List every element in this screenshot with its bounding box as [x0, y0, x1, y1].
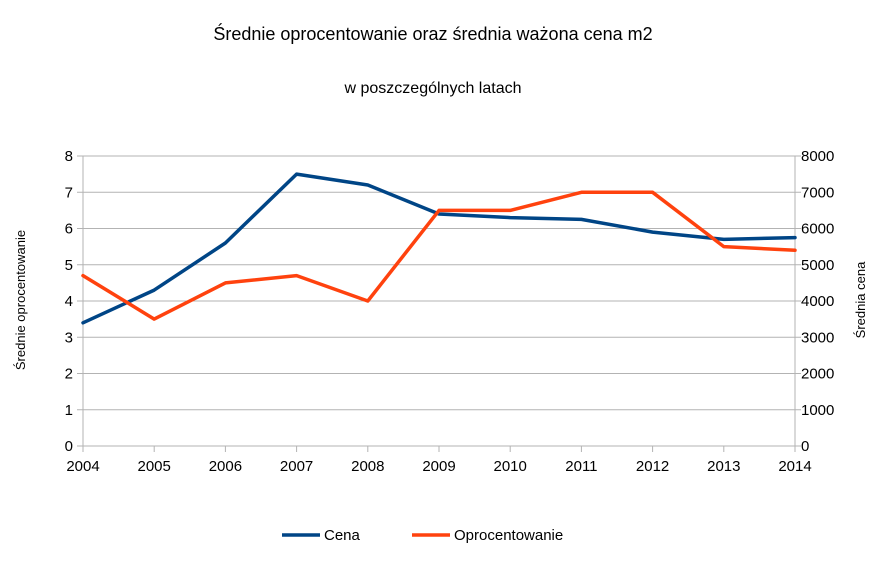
y-right-tick-label: 0	[801, 438, 809, 455]
y-left-tick-label: 5	[65, 257, 73, 274]
x-tick-label: 2012	[636, 458, 669, 475]
legend-label: Oprocentowanie	[454, 527, 563, 544]
tick-labels: 0 0 1 1000 2 2000 3 3000 4 4000 5 5000 6 6000 7 7000 8 80…	[65, 148, 835, 475]
y-right-tick-label: 4000	[801, 293, 834, 310]
y-right-tick-label: 1000	[801, 402, 834, 419]
chart-title: Średnie oprocentowanie oraz średnia ważo…	[213, 23, 652, 44]
x-tick-label: 2004	[66, 458, 99, 475]
y-left-tick-label: 8	[65, 148, 73, 165]
y-left-tick-label: 6	[65, 221, 73, 238]
y-left-tick-label: 3	[65, 329, 73, 346]
x-tick-label: 2010	[494, 458, 527, 475]
series-line-oprocentowanie	[81, 190, 797, 321]
legend-label: Cena	[324, 527, 361, 544]
x-tick-label: 2006	[209, 458, 242, 475]
y-axis-right-title: Średnia cena	[853, 261, 868, 338]
x-tick-label: 2014	[778, 458, 811, 475]
x-tick-label: 2013	[707, 458, 740, 475]
y-right-tick-label: 8000	[801, 148, 834, 165]
legend: Cena Oprocentowanie	[282, 527, 563, 544]
y-right-tick-label: 5000	[801, 257, 834, 274]
y-right-tick-label: 3000	[801, 329, 834, 346]
y-left-tick-label: 4	[65, 293, 73, 310]
y-left-tick-label: 1	[65, 402, 73, 419]
grid	[83, 155, 795, 447]
y-left-tick-label: 0	[65, 438, 73, 455]
chart-subtitle: w poszczególnych latach	[344, 80, 522, 97]
y-right-tick-label: 2000	[801, 366, 834, 383]
axes	[77, 155, 801, 452]
x-tick-label: 2007	[280, 458, 313, 475]
y-right-tick-label: 6000	[801, 221, 834, 238]
y-right-tick-label: 7000	[801, 184, 834, 201]
y-axis-left-title: Średnie oprocentowanie	[13, 230, 28, 370]
y-left-tick-label: 2	[65, 366, 73, 383]
x-tick-label: 2011	[565, 458, 597, 475]
y-left-tick-label: 7	[65, 184, 73, 201]
x-tick-label: 2008	[351, 458, 384, 475]
x-tick-label: 2009	[422, 458, 455, 475]
series-line-cena	[81, 172, 797, 325]
series-lines	[81, 172, 797, 325]
x-tick-label: 2005	[138, 458, 171, 475]
